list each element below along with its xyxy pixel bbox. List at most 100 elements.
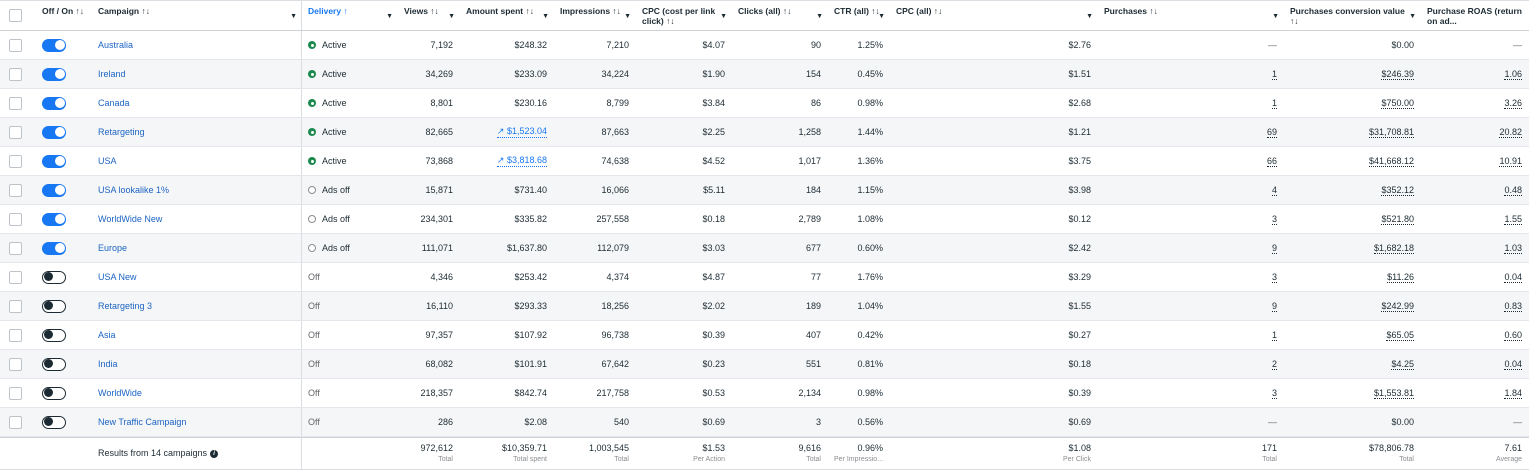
purchases-value[interactable]: 1 bbox=[1271, 68, 1277, 80]
purchases-value[interactable]: 3 bbox=[1271, 271, 1277, 283]
roas-value[interactable]: 1.55 bbox=[1504, 213, 1522, 225]
on-off-toggle[interactable] bbox=[42, 299, 66, 313]
amount-spent-trend[interactable]: ↗ $3,818.68 bbox=[496, 155, 547, 167]
roas-value[interactable]: 20.82 bbox=[1499, 126, 1522, 138]
campaign-name-link[interactable]: USA lookalike 1% bbox=[98, 185, 170, 195]
header-campaign[interactable]: Campaign ↑↓ ▼ bbox=[92, 1, 302, 30]
campaign-name-link[interactable]: Australia bbox=[98, 40, 134, 50]
header-cpc-all[interactable]: CPC (all) ↑↓ ▼ bbox=[890, 1, 1098, 30]
purchases-value-amount[interactable]: $1,553.81 bbox=[1373, 387, 1414, 399]
purchases-value[interactable]: 3 bbox=[1271, 387, 1277, 399]
chevron-down-icon[interactable]: ▼ bbox=[1409, 13, 1416, 20]
row-checkbox[interactable] bbox=[9, 357, 22, 371]
amount-spent-trend[interactable]: ↗ $1,523.04 bbox=[496, 126, 547, 138]
campaign-name-link[interactable]: USA New bbox=[98, 272, 137, 282]
on-off-toggle[interactable] bbox=[42, 241, 66, 255]
purchases-value[interactable]: 9 bbox=[1271, 300, 1277, 312]
chevron-down-icon[interactable]: ▼ bbox=[878, 13, 885, 20]
campaign-name-link[interactable]: Retargeting 3 bbox=[98, 301, 153, 311]
row-checkbox[interactable] bbox=[9, 38, 22, 52]
purchases-value-amount[interactable]: $521.80 bbox=[1381, 213, 1414, 225]
row-checkbox[interactable] bbox=[9, 241, 22, 255]
table-row[interactable]: WorldWide Off 218,357 $842.74 217,758 $0.53 2,… bbox=[0, 379, 1529, 408]
on-off-toggle[interactable] bbox=[42, 183, 66, 197]
roas-value[interactable]: 1.84 bbox=[1504, 387, 1522, 399]
purchases-value[interactable]: 9 bbox=[1271, 242, 1277, 254]
header-ctr-all[interactable]: CTR (all) ↑↓ ▼ bbox=[828, 1, 890, 30]
row-checkbox[interactable] bbox=[9, 299, 22, 313]
row-checkbox[interactable] bbox=[9, 212, 22, 226]
header-impressions[interactable]: Impressions ↑↓ ▼ bbox=[554, 1, 636, 30]
purchases-value[interactable]: 66 bbox=[1266, 155, 1277, 167]
on-off-toggle[interactable] bbox=[42, 270, 66, 284]
table-row[interactable]: Canada Active 8,801 $230.16 8,799 $3.84 86 0.98… bbox=[0, 89, 1529, 118]
campaign-name-link[interactable]: WorldWide bbox=[98, 388, 142, 398]
on-off-toggle[interactable] bbox=[42, 415, 66, 429]
chevron-down-icon[interactable]: ▼ bbox=[624, 13, 631, 20]
row-checkbox[interactable] bbox=[9, 386, 22, 400]
campaign-name-link[interactable]: USA bbox=[98, 156, 117, 166]
table-row[interactable]: New Traffic Campaign Off 286 $2.08 540 $0.69 3… bbox=[0, 408, 1529, 437]
table-row[interactable]: Retargeting Active 82,665 ↗ $1,523.04 87,663… bbox=[0, 118, 1529, 147]
table-row[interactable]: India Off 68,082 $101.91 67,642 $0.23 551 0.81%… bbox=[0, 350, 1529, 379]
roas-value[interactable]: 1.03 bbox=[1504, 242, 1522, 254]
row-checkbox[interactable] bbox=[9, 270, 22, 284]
purchases-value-amount[interactable]: $1,682.18 bbox=[1373, 242, 1414, 254]
campaign-name-link[interactable]: India bbox=[98, 359, 118, 369]
header-purchases-value[interactable]: Purchases conversion value ↑↓ ▼ bbox=[1284, 1, 1421, 30]
purchases-value-amount[interactable]: $750.00 bbox=[1381, 97, 1414, 109]
row-checkbox[interactable] bbox=[9, 415, 22, 429]
header-cpc-link[interactable]: CPC (cost per link click) ↑↓ ▼ bbox=[636, 1, 732, 30]
table-row[interactable]: Asia Off 97,357 $107.92 96,738 $0.39 407 0.42% $… bbox=[0, 321, 1529, 350]
purchases-value-amount[interactable]: $65.05 bbox=[1386, 329, 1414, 341]
on-off-toggle[interactable] bbox=[42, 386, 66, 400]
header-off-on[interactable]: Off / On ↑↓ bbox=[32, 1, 92, 30]
purchases-value-amount[interactable]: $246.39 bbox=[1381, 68, 1414, 80]
on-off-toggle[interactable] bbox=[42, 328, 66, 342]
roas-value[interactable]: 0.60 bbox=[1504, 329, 1522, 341]
purchases-value[interactable]: 3 bbox=[1271, 213, 1277, 225]
campaign-name-link[interactable]: Asia bbox=[98, 330, 116, 340]
chevron-down-icon[interactable]: ▼ bbox=[816, 13, 823, 20]
header-amount-spent[interactable]: Amount spent ↑↓ ▼ bbox=[460, 1, 554, 30]
on-off-toggle[interactable] bbox=[42, 38, 66, 52]
table-row[interactable]: Australia Active 7,192 $248.32 7,210 $4.07 90 1… bbox=[0, 31, 1529, 60]
on-off-toggle[interactable] bbox=[42, 67, 66, 81]
chevron-down-icon[interactable]: ▼ bbox=[720, 13, 727, 20]
purchases-value-amount[interactable]: $41,668.12 bbox=[1368, 155, 1414, 167]
chevron-down-icon[interactable]: ▼ bbox=[290, 13, 297, 20]
campaign-name-link[interactable]: Canada bbox=[98, 98, 130, 108]
purchases-value-amount[interactable]: $31,708.81 bbox=[1368, 126, 1414, 138]
roas-value[interactable]: 0.04 bbox=[1504, 271, 1522, 283]
info-icon[interactable]: i bbox=[210, 449, 219, 458]
campaign-name-link[interactable]: New Traffic Campaign bbox=[98, 417, 187, 427]
campaign-name-link[interactable]: Ireland bbox=[98, 69, 126, 79]
on-off-toggle[interactable] bbox=[42, 96, 66, 110]
roas-value[interactable]: 0.04 bbox=[1504, 358, 1522, 370]
header-clicks-all[interactable]: Clicks (all) ↑↓ ▼ bbox=[732, 1, 828, 30]
purchases-value[interactable]: 69 bbox=[1266, 126, 1277, 138]
roas-value[interactable]: 10.91 bbox=[1499, 155, 1522, 167]
purchases-value[interactable]: 1 bbox=[1271, 329, 1277, 341]
roas-value[interactable]: 1.06 bbox=[1504, 68, 1522, 80]
on-off-toggle[interactable] bbox=[42, 154, 66, 168]
campaign-name-link[interactable]: Retargeting bbox=[98, 127, 145, 137]
chevron-down-icon[interactable]: ▼ bbox=[542, 13, 549, 20]
table-row[interactable]: Ireland Active 34,269 $233.09 34,224 $1.90 154… bbox=[0, 60, 1529, 89]
table-row[interactable]: Retargeting 3 Off 16,110 $293.33 18,256 $2.02… bbox=[0, 292, 1529, 321]
row-checkbox[interactable] bbox=[9, 125, 22, 139]
row-checkbox[interactable] bbox=[9, 183, 22, 197]
header-purchases[interactable]: Purchases ↑↓ ▼ bbox=[1098, 1, 1284, 30]
chevron-down-icon[interactable]: ▼ bbox=[1086, 13, 1093, 20]
header-purchase-roas[interactable]: Purchase ROAS (return on ad... bbox=[1421, 1, 1529, 30]
row-checkbox[interactable] bbox=[9, 154, 22, 168]
campaign-name-link[interactable]: Europe bbox=[98, 243, 128, 253]
on-off-toggle[interactable] bbox=[42, 212, 66, 226]
roas-value[interactable]: 0.83 bbox=[1504, 300, 1522, 312]
table-row[interactable]: USA Active 73,868 ↗ $3,818.68 74,638 $4.52 1,0… bbox=[0, 147, 1529, 176]
row-checkbox[interactable] bbox=[9, 328, 22, 342]
purchases-value[interactable]: 1 bbox=[1271, 97, 1277, 109]
table-row[interactable]: WorldWide New Ads off 234,301 $335.82 257,55… bbox=[0, 205, 1529, 234]
roas-value[interactable]: 3.26 bbox=[1504, 97, 1522, 109]
roas-value[interactable]: 0.48 bbox=[1504, 184, 1522, 196]
